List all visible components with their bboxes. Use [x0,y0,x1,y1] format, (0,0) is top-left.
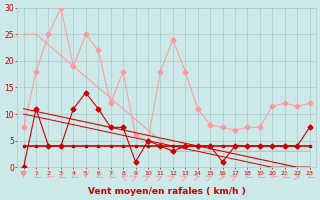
X-axis label: Vent moyen/en rafales ( km/h ): Vent moyen/en rafales ( km/h ) [88,187,245,196]
